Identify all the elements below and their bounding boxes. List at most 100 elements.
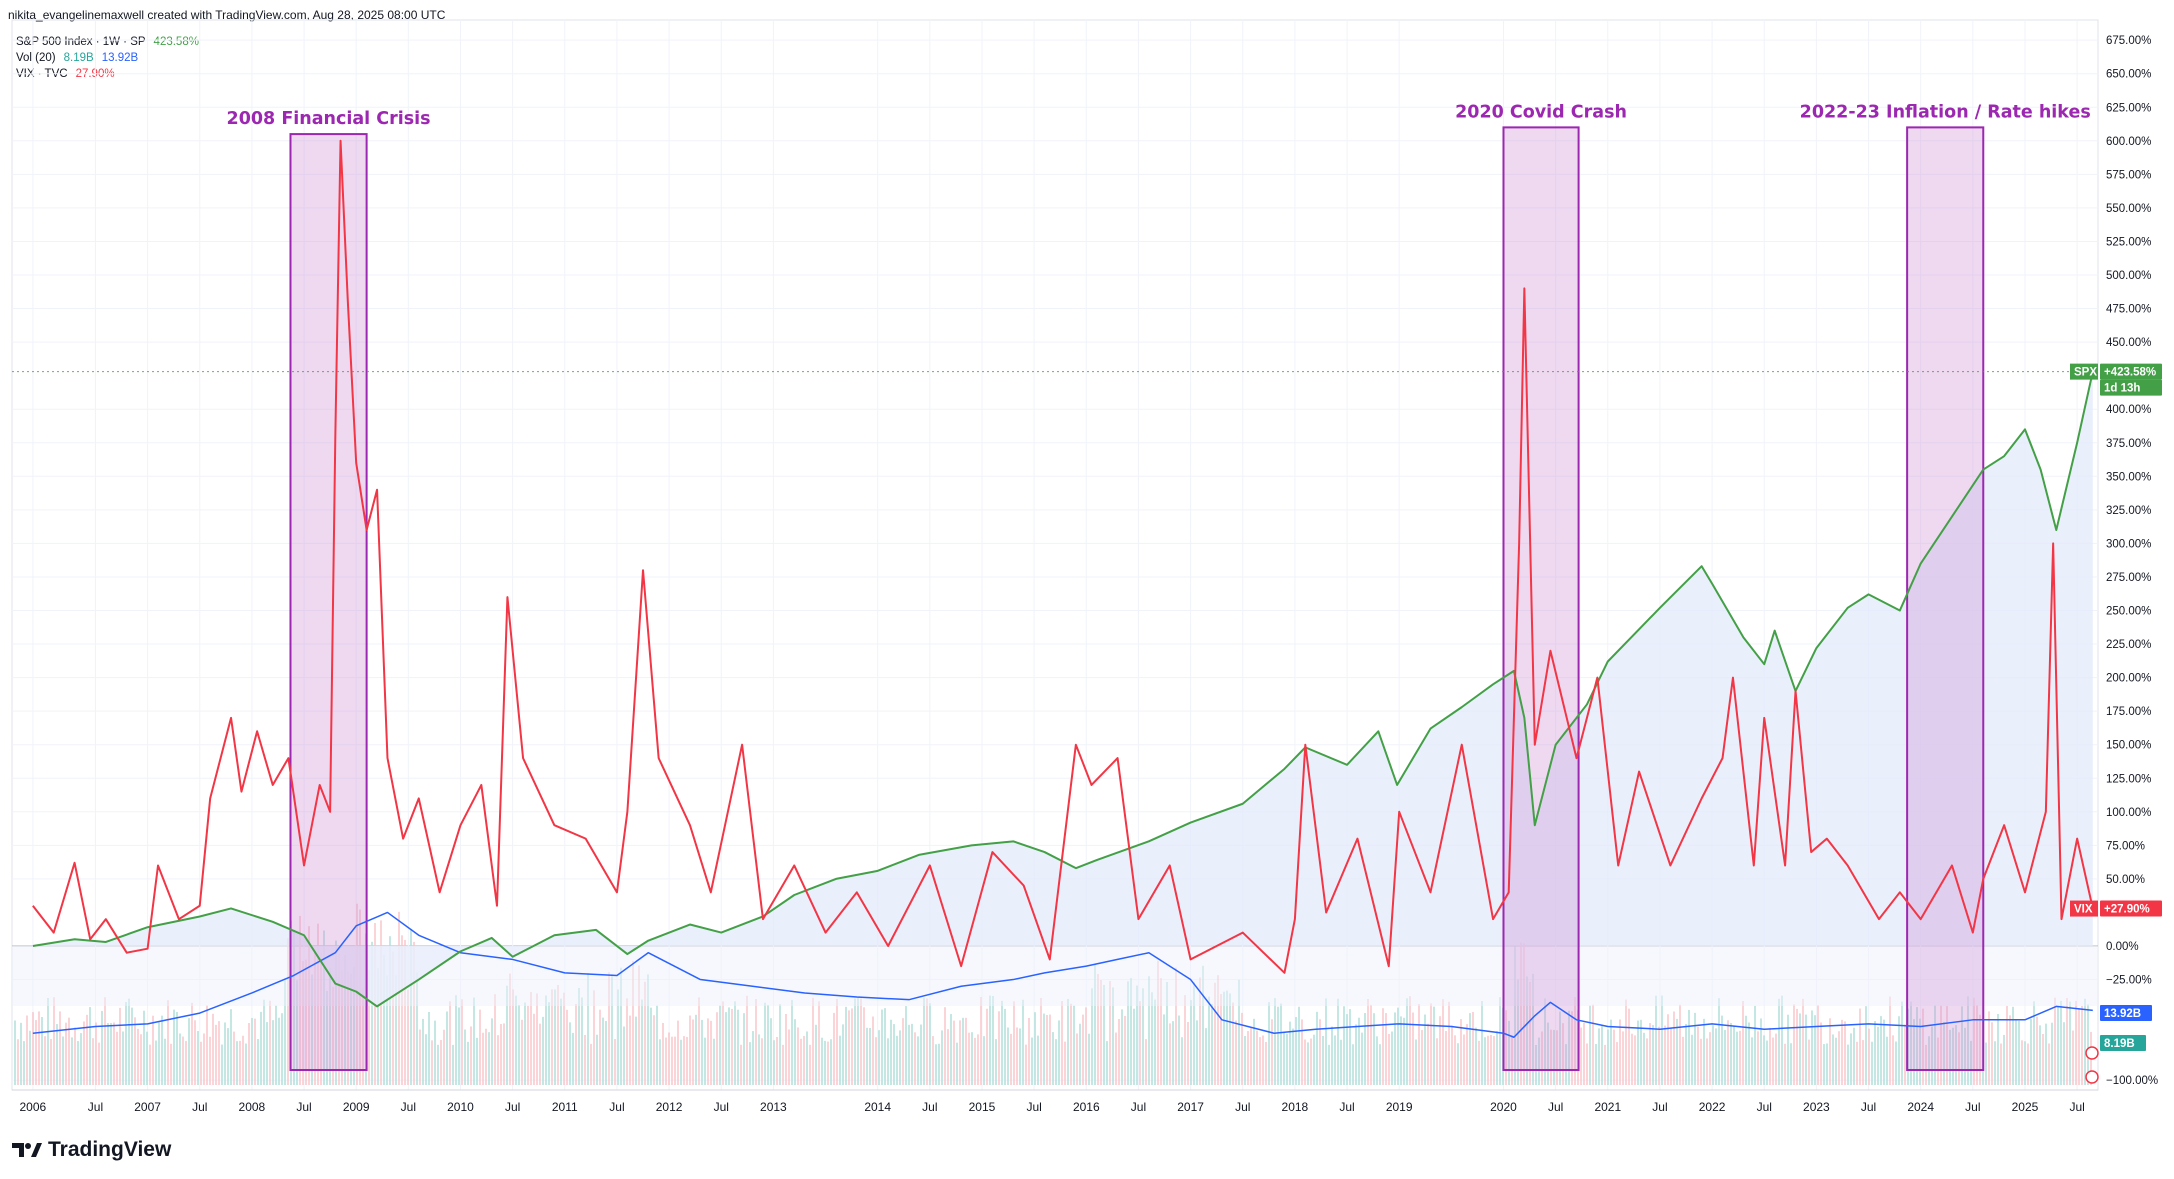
volume-bar — [194, 1020, 196, 1085]
volume-bar — [38, 1011, 40, 1085]
volume-bar — [1331, 1026, 1333, 1085]
volume-bar — [1817, 1005, 1819, 1085]
volume-bar — [47, 998, 49, 1085]
legend-row-spx[interactable]: S&P 500 Index · 1W · SP 423.58% — [16, 34, 199, 50]
volume-bar — [245, 1043, 247, 1085]
volume-bar — [320, 952, 322, 1085]
volume-bar — [407, 989, 409, 1085]
legend-row-volume[interactable]: Vol (20) 8.19B 13.92B — [16, 50, 199, 66]
volume-bar — [935, 1044, 937, 1085]
volume-bar — [1553, 1029, 1555, 1085]
volume-bar — [1937, 1037, 1939, 1085]
volume-bar — [1178, 1015, 1180, 1085]
volume-bar — [497, 1035, 499, 1085]
volume-bar — [1355, 1024, 1357, 1085]
volume-bar — [968, 1032, 970, 1085]
volume-bar — [182, 1036, 184, 1085]
annotation-boxes[interactable]: 2008 Financial Crisis 2020 Covid Crash 202… — [227, 102, 2091, 1071]
volume-bar — [842, 1024, 844, 1085]
volume-bar — [107, 1023, 109, 1085]
volume-bar — [1832, 1034, 1834, 1085]
x-tick-label: Jul — [1757, 1100, 1772, 1114]
volume-bar — [1031, 1037, 1033, 1085]
volume-bar — [977, 1034, 979, 1085]
volume-bar — [56, 1024, 58, 1085]
volume-bar — [1523, 943, 1525, 1085]
volume-bar — [944, 1007, 946, 1085]
x-tick-label: 2018 — [1282, 1100, 1309, 1114]
y-tick-label: 550.00% — [2106, 203, 2151, 215]
volume-bar — [1958, 1032, 1960, 1085]
volume-bar — [1994, 1041, 1996, 1085]
volume-bar — [1691, 1034, 1693, 1085]
volume-bar — [1313, 1034, 1315, 1085]
volume-bar — [401, 935, 403, 1085]
volume-bar — [593, 990, 595, 1085]
volume-bar — [986, 1008, 988, 1085]
volume-bar — [275, 1005, 277, 1085]
volume-bar — [1787, 1014, 1789, 1085]
volume-bar — [1466, 1024, 1468, 1085]
x-tick-label: 2010 — [447, 1100, 474, 1114]
volume-bar — [608, 972, 610, 1085]
volume-bar — [1742, 1001, 1744, 1085]
volume-bar — [1394, 1012, 1396, 1085]
volume-bar — [872, 1016, 874, 1085]
volume-bar — [302, 961, 304, 1085]
vix-value-tag-bg — [2100, 900, 2162, 917]
volume-bar — [947, 1029, 949, 1085]
vix-value-tag-text: +27.90% — [2104, 904, 2150, 916]
volume-bar — [491, 1018, 493, 1085]
volume-bar — [1727, 1020, 1729, 1085]
volume-bar — [1139, 1001, 1141, 1085]
y-tick-label: 350.00% — [2106, 471, 2151, 483]
tradingview-logo[interactable]: TradingView — [12, 1138, 171, 1162]
x-tick-label: 2012 — [656, 1100, 683, 1114]
volume-bar — [962, 1017, 964, 1085]
volume-bar — [845, 1006, 847, 1085]
volume-bar — [905, 1006, 907, 1085]
volume-bar — [512, 989, 514, 1085]
volume-bar — [1544, 998, 1546, 1085]
y-tick-label: 100.00% — [2106, 807, 2151, 819]
volume-bar — [1457, 1043, 1459, 1085]
volume-bar — [1676, 1018, 1678, 1085]
volume-bar — [992, 996, 994, 1085]
volume-bar — [821, 1037, 823, 1085]
volume-bar — [323, 930, 325, 1085]
y-tick-label: 275.00% — [2106, 572, 2151, 584]
volume-bar — [836, 998, 838, 1085]
volume-bar — [1076, 1033, 1078, 1085]
volume-bar — [851, 1008, 853, 1085]
volume-bar — [338, 953, 340, 1085]
volume-bar — [533, 1013, 535, 1085]
volume-bar — [1724, 1029, 1726, 1085]
volume-bar — [1736, 1031, 1738, 1085]
volume-bar — [1073, 1005, 1075, 1085]
volume-bar — [23, 1041, 25, 1085]
volume-bar — [1373, 1013, 1375, 1085]
annotation-label: 2008 Financial Crisis — [227, 109, 431, 129]
volume-bar — [1988, 1011, 1990, 1085]
volume-bar — [176, 1011, 178, 1085]
volume-bar — [716, 1012, 718, 1085]
volume-bar — [452, 1044, 454, 1085]
volume-bar — [914, 1032, 916, 1085]
volume-bar — [887, 1038, 889, 1085]
volume-bar — [1247, 1031, 1249, 1085]
volume-bar — [1217, 975, 1219, 1085]
x-tick-label: 2019 — [1386, 1100, 1413, 1114]
volume-bar — [722, 1001, 724, 1085]
volume-bar — [1223, 991, 1225, 1085]
volume-bar — [932, 1036, 934, 1085]
volume-bar — [29, 1030, 31, 1085]
volume-bar — [854, 998, 856, 1085]
volume-bar — [587, 972, 589, 1085]
volume-bar — [1913, 1019, 1915, 1085]
volume-bar — [578, 987, 580, 1085]
volume-bar — [857, 996, 859, 1085]
volume-bar — [392, 951, 394, 1085]
volume-bar — [1814, 1015, 1816, 1085]
volume-bar — [1556, 1030, 1558, 1085]
